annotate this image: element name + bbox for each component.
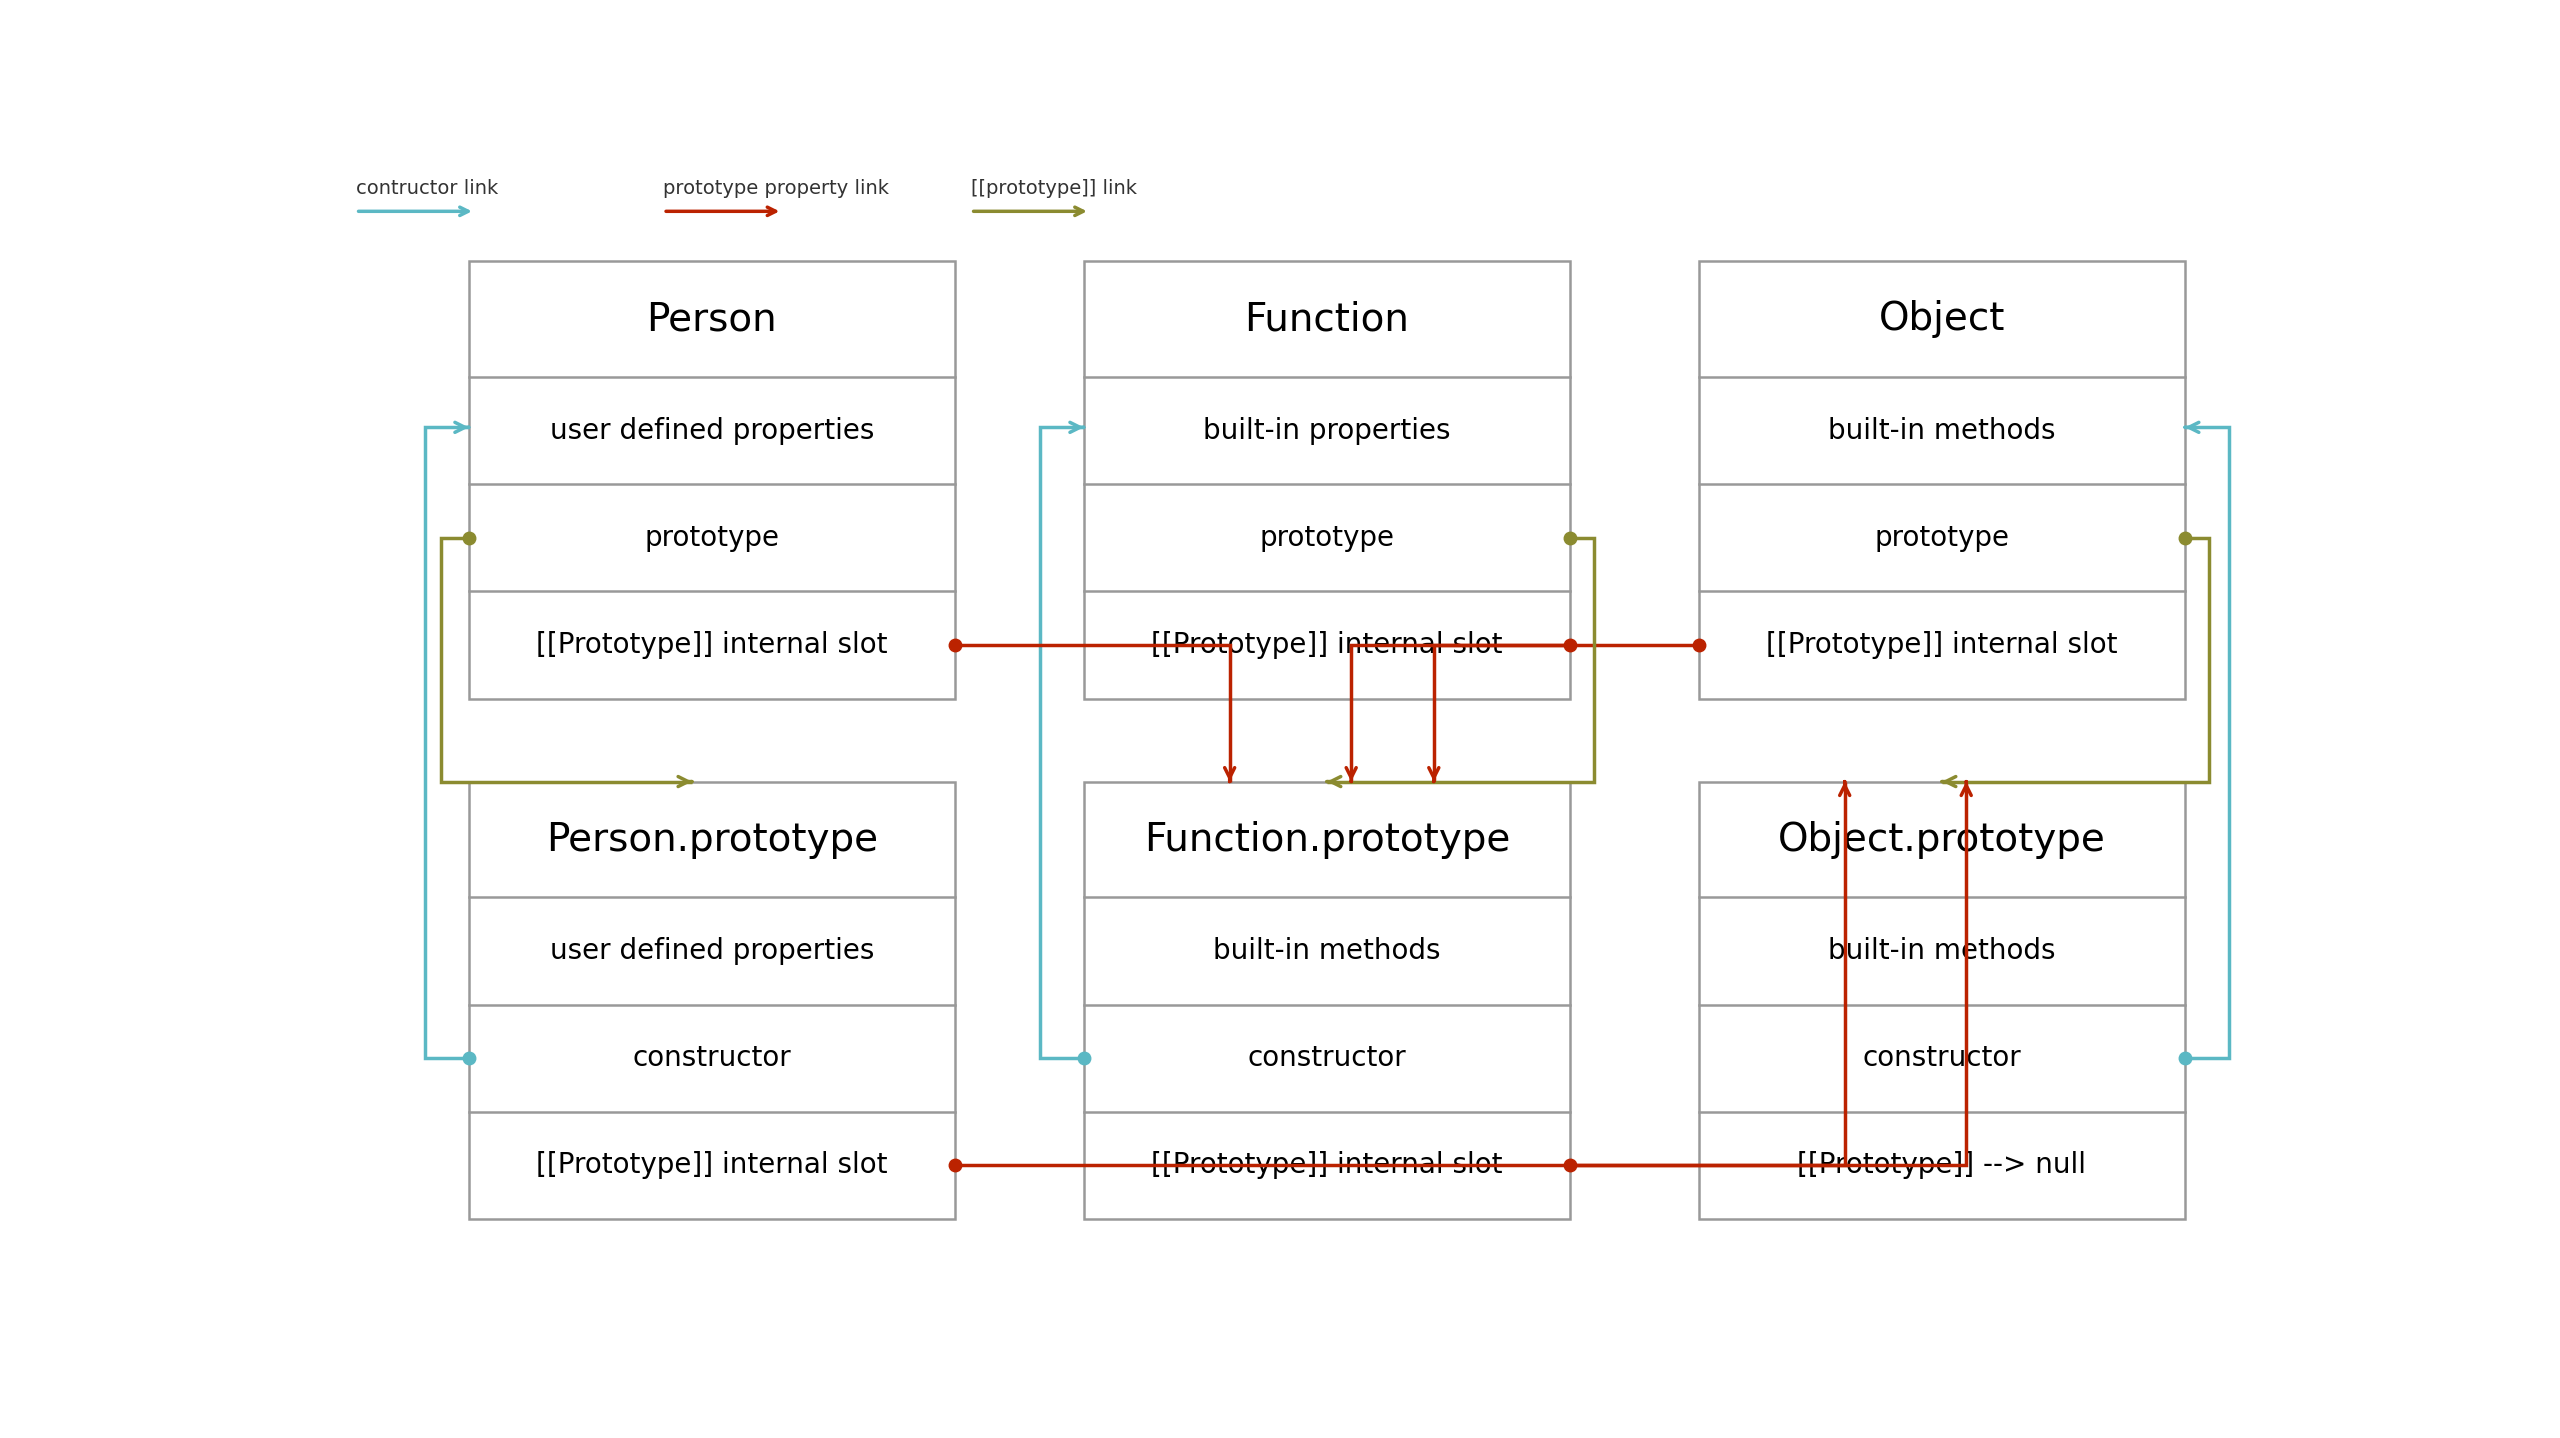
Text: prototype: prototype <box>645 523 778 552</box>
Text: built-in methods: built-in methods <box>1213 938 1441 965</box>
Text: Object.prototype: Object.prototype <box>1779 821 2107 858</box>
Text: user defined properties: user defined properties <box>550 417 873 444</box>
Text: [[Prototype]] internal slot: [[Prototype]] internal slot <box>1766 631 2117 659</box>
Text: built-in properties: built-in properties <box>1203 417 1452 444</box>
Text: built-in methods: built-in methods <box>1828 938 2056 965</box>
Text: [[Prototype]] internal slot: [[Prototype]] internal slot <box>535 631 888 659</box>
FancyBboxPatch shape <box>1083 782 1569 1219</box>
Text: prototype: prototype <box>1874 523 2010 552</box>
Text: [[Prototype]] --> null: [[Prototype]] --> null <box>1797 1152 2086 1179</box>
Text: constructor: constructor <box>632 1044 791 1073</box>
Text: [[prototype]] link: [[prototype]] link <box>970 178 1137 198</box>
Text: prototype: prototype <box>1260 523 1395 552</box>
Text: [[Prototype]] internal slot: [[Prototype]] internal slot <box>1152 1152 1503 1179</box>
FancyBboxPatch shape <box>468 262 955 699</box>
Text: prototype property link: prototype property link <box>663 178 888 198</box>
FancyBboxPatch shape <box>1700 262 2186 699</box>
Text: user defined properties: user defined properties <box>550 938 873 965</box>
Text: constructor: constructor <box>1247 1044 1405 1073</box>
Text: constructor: constructor <box>1864 1044 2022 1073</box>
FancyBboxPatch shape <box>1083 262 1569 699</box>
Text: contructor link: contructor link <box>356 178 499 198</box>
FancyBboxPatch shape <box>1700 782 2186 1219</box>
Text: built-in methods: built-in methods <box>1828 417 2056 444</box>
Text: [[Prototype]] internal slot: [[Prototype]] internal slot <box>535 1152 888 1179</box>
Text: Object: Object <box>1879 301 2004 338</box>
Text: Person.prototype: Person.prototype <box>545 821 878 858</box>
Text: Function.prototype: Function.prototype <box>1144 821 1510 858</box>
Text: Person: Person <box>648 301 778 338</box>
Text: Function: Function <box>1244 301 1411 338</box>
FancyBboxPatch shape <box>468 782 955 1219</box>
Text: [[Prototype]] internal slot: [[Prototype]] internal slot <box>1152 631 1503 659</box>
